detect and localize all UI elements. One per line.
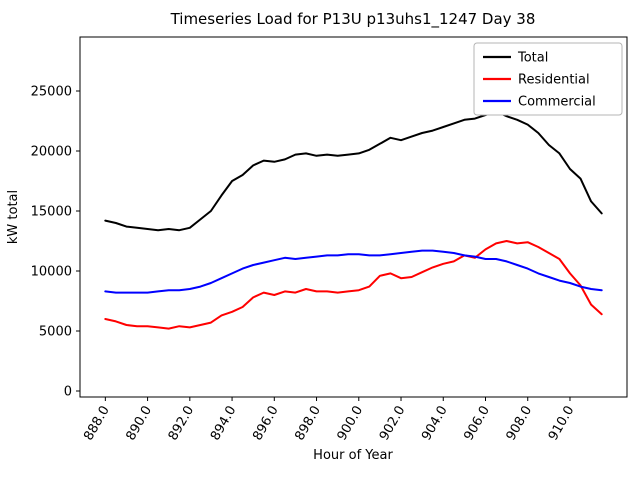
series-line-residential	[104, 240, 603, 330]
series-line-total	[104, 110, 603, 232]
legend-label-total: Total	[517, 51, 548, 66]
y-tick-label: 5000	[39, 325, 72, 340]
y-tick-label: 15000	[31, 205, 72, 220]
legend-label-residential: Residential	[518, 73, 590, 88]
chart-title: Timeseries Load for P13U p13uhs1_1247 Da…	[170, 10, 536, 29]
y-tick-label: 20000	[31, 145, 72, 160]
plot-area	[79, 36, 628, 398]
data-lines	[104, 110, 603, 330]
series-line-commercial	[104, 249, 603, 294]
y-tick-label: 0	[64, 385, 72, 400]
x-axis-label: Hour of Year	[313, 448, 393, 463]
y-tick-label: 25000	[31, 85, 72, 100]
y-tick-label: 10000	[31, 265, 72, 280]
y-axis-label: kW total	[6, 190, 21, 244]
legend-label-commercial: Commercial	[518, 95, 596, 110]
legend-box	[473, 42, 623, 116]
legend: Total Residential Commercial	[473, 42, 623, 116]
